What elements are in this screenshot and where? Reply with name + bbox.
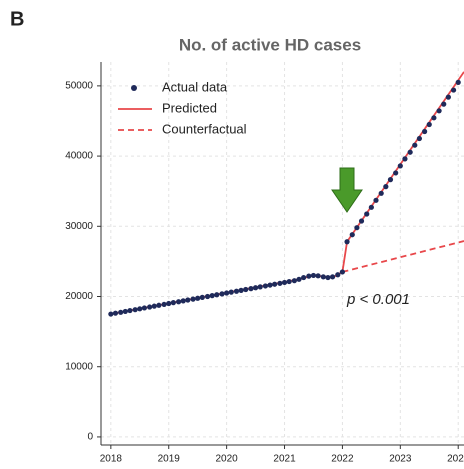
legend-label: Predicted bbox=[162, 100, 217, 115]
x-tick-label: 2021 bbox=[273, 454, 296, 465]
data-point bbox=[180, 298, 186, 304]
x-tick-label: 2023 bbox=[389, 454, 412, 465]
y-tick-label: 20000 bbox=[65, 291, 93, 302]
y-tick-label: 0 bbox=[87, 432, 93, 443]
data-point bbox=[277, 280, 283, 286]
data-point bbox=[166, 300, 172, 307]
data-point bbox=[190, 296, 196, 302]
data-point bbox=[397, 163, 403, 169]
data-point bbox=[137, 306, 143, 312]
x-tick-label: 2019 bbox=[158, 454, 181, 465]
data-point bbox=[310, 272, 317, 279]
data-point bbox=[291, 278, 297, 284]
data-point bbox=[224, 290, 230, 296]
data-point bbox=[455, 79, 461, 85]
data-point bbox=[161, 301, 167, 308]
data-point bbox=[281, 279, 288, 286]
x-tick-label: 2022 bbox=[331, 454, 354, 465]
intervention-arrow bbox=[331, 167, 363, 213]
data-point bbox=[306, 273, 312, 279]
data-point bbox=[175, 299, 182, 305]
data-point bbox=[301, 274, 307, 281]
x-tick-label: 2024 bbox=[447, 454, 464, 465]
data-point bbox=[422, 128, 428, 135]
data-point bbox=[233, 288, 240, 294]
x-tick-label: 2020 bbox=[216, 454, 239, 465]
data-point bbox=[199, 294, 205, 300]
data-point bbox=[373, 197, 379, 203]
data-point bbox=[272, 281, 278, 287]
data-point bbox=[127, 307, 133, 314]
data-point bbox=[132, 307, 138, 313]
data-point bbox=[320, 274, 326, 280]
series-line bbox=[342, 240, 464, 273]
data-point bbox=[364, 211, 370, 217]
data-point bbox=[450, 87, 457, 93]
chart-title: No. of active HD cases bbox=[179, 35, 361, 54]
legend-label: Actual data bbox=[162, 79, 228, 94]
legend-marker bbox=[131, 85, 137, 91]
panel-label: B bbox=[10, 8, 24, 30]
legend: Actual data Predicted Counterfactual bbox=[118, 79, 247, 136]
data-point bbox=[267, 282, 273, 288]
data-point bbox=[335, 272, 341, 278]
data-point bbox=[243, 286, 249, 293]
data-point bbox=[248, 286, 254, 292]
y-tick-label: 50000 bbox=[65, 81, 93, 92]
data-point bbox=[416, 135, 423, 142]
x-tick-label: 2018 bbox=[100, 454, 123, 465]
data-point bbox=[108, 311, 114, 317]
data-point bbox=[296, 276, 302, 282]
data-point bbox=[118, 309, 124, 315]
data-point bbox=[147, 304, 153, 310]
data-point bbox=[315, 273, 321, 279]
data-point bbox=[402, 156, 408, 162]
annotation: p < 0.001 bbox=[346, 291, 410, 308]
data-point bbox=[185, 297, 191, 303]
data-point bbox=[214, 292, 220, 298]
data-point bbox=[387, 177, 394, 183]
data-point bbox=[195, 295, 201, 301]
data-point bbox=[358, 218, 365, 224]
legend-label: Counterfactual bbox=[162, 121, 247, 136]
data-point bbox=[238, 287, 244, 293]
data-point bbox=[445, 94, 451, 100]
data-point bbox=[383, 184, 389, 190]
data-point bbox=[436, 108, 442, 114]
data-point bbox=[431, 115, 437, 121]
y-tick-label: 10000 bbox=[65, 361, 93, 372]
data-point bbox=[368, 204, 374, 210]
data-point bbox=[325, 274, 331, 281]
data-point bbox=[378, 190, 384, 196]
data-point bbox=[262, 283, 269, 289]
data-point bbox=[329, 274, 336, 280]
data-point bbox=[228, 289, 234, 295]
data-point bbox=[122, 308, 128, 315]
plot-area bbox=[108, 71, 464, 317]
data-point bbox=[204, 293, 211, 300]
data-point bbox=[286, 278, 292, 285]
data-point bbox=[156, 302, 162, 308]
data-point bbox=[407, 149, 413, 155]
data-point bbox=[112, 310, 119, 316]
y-tick-label: 40000 bbox=[65, 151, 93, 162]
data-point bbox=[170, 300, 176, 306]
data-point bbox=[257, 284, 263, 290]
data-point bbox=[339, 269, 346, 275]
data-point bbox=[441, 101, 447, 107]
data-point bbox=[426, 121, 432, 128]
data-point bbox=[349, 232, 355, 238]
data-point bbox=[209, 293, 215, 299]
data-point bbox=[252, 285, 259, 291]
data-point bbox=[151, 303, 157, 309]
y-tick-label: 30000 bbox=[65, 221, 93, 232]
data-point bbox=[219, 291, 225, 297]
data-point bbox=[354, 225, 360, 231]
data-point bbox=[393, 170, 399, 176]
data-point bbox=[412, 142, 418, 148]
grid: 0 10000 20000 30000 40000 50000 2018 2019 2020 20… bbox=[65, 62, 464, 465]
data-point bbox=[141, 305, 148, 311]
data-point bbox=[344, 239, 350, 245]
